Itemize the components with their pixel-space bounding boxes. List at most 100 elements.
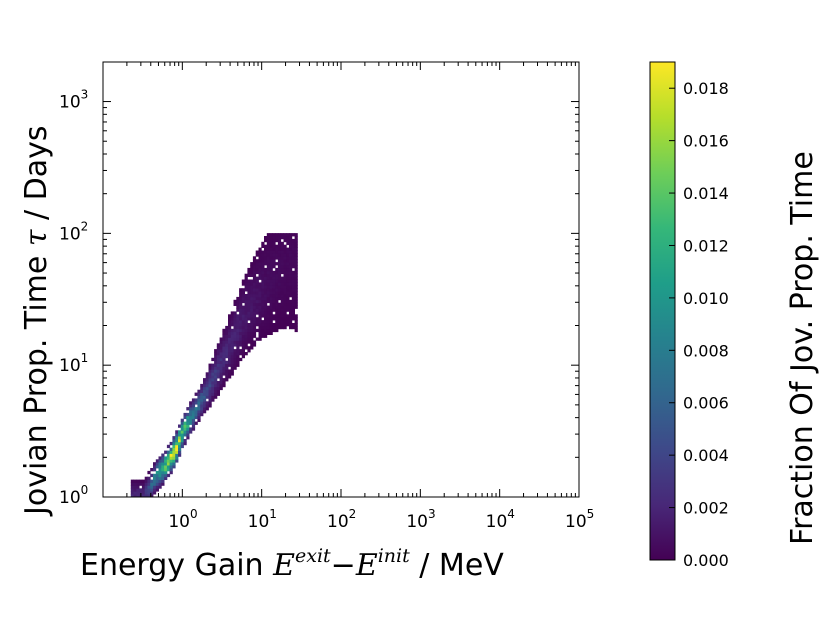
heatmap-cell xyxy=(280,299,284,304)
heatmap-cell xyxy=(264,253,268,257)
heatmap-cell xyxy=(280,265,284,269)
heatmap-cell xyxy=(219,375,223,379)
heatmap-cell xyxy=(241,334,245,338)
heatmap-cell xyxy=(266,238,270,243)
heatmap-cell xyxy=(166,465,171,469)
heatmap-cell xyxy=(280,276,284,280)
heatmap-cell xyxy=(180,444,184,449)
heatmap-cell xyxy=(286,299,290,304)
heatmap-cell xyxy=(214,349,218,353)
heatmap-cell xyxy=(261,250,265,254)
heatmap-cell xyxy=(172,439,176,443)
heatmap-cell xyxy=(158,473,162,478)
heatmap-cell xyxy=(277,270,282,275)
heatmap-cell xyxy=(283,270,287,275)
heatmap-cell xyxy=(261,311,265,315)
heatmap-cell xyxy=(241,343,245,347)
heatmap-cell xyxy=(250,337,254,341)
heatmap-cell xyxy=(266,291,270,295)
heatmap-cell xyxy=(269,305,273,309)
heatmap-cell xyxy=(216,343,220,347)
heatmap-cell xyxy=(180,439,184,443)
heatmap-cell xyxy=(150,488,154,492)
heatmap-cell xyxy=(247,296,251,301)
heatmap-cell xyxy=(241,325,245,330)
heatmap-cell xyxy=(141,491,146,495)
heatmap-cell xyxy=(222,378,226,382)
heatmap-cell xyxy=(216,375,220,379)
heatmap-cell xyxy=(252,340,257,344)
heatmap-cell xyxy=(186,412,190,417)
heatmap-cell xyxy=(169,468,173,472)
heatmap-cell xyxy=(216,389,220,393)
heatmap-cell xyxy=(289,253,293,257)
heatmap-cell xyxy=(214,392,218,396)
heatmap-cell xyxy=(155,479,159,483)
heatmap-cell xyxy=(144,485,148,489)
heatmap-cell xyxy=(233,334,237,338)
heatmap-cell xyxy=(283,291,287,295)
heatmap-cell xyxy=(275,250,279,254)
heatmap-cell xyxy=(252,299,257,304)
heatmap-cell xyxy=(241,311,245,315)
heatmap-cell xyxy=(236,360,240,364)
heatmap-cell xyxy=(269,236,273,240)
heatmap-cell xyxy=(225,331,229,335)
heatmap-cell xyxy=(277,253,282,257)
heatmap-cell xyxy=(203,407,207,411)
heatmap-cell xyxy=(277,282,282,286)
heatmap-cell xyxy=(277,305,282,309)
heatmap-cell xyxy=(286,233,290,237)
heatmap-cell xyxy=(211,383,215,388)
heatmap-cell xyxy=(255,308,259,312)
heatmap-cell xyxy=(261,253,265,257)
heatmap-cell xyxy=(291,247,295,251)
heatmap-cell xyxy=(239,323,243,327)
heatmap-cell xyxy=(283,233,287,237)
heatmap-cell xyxy=(239,288,243,292)
heatmap-cell xyxy=(230,354,234,359)
heatmap-cell xyxy=(153,465,157,469)
heatmap-cell xyxy=(208,369,212,373)
heatmap-cell xyxy=(150,468,154,472)
heatmap-cell xyxy=(269,276,273,280)
heatmap-cell xyxy=(275,238,279,243)
heatmap-cell xyxy=(275,288,279,292)
heatmap-cell xyxy=(291,262,295,266)
heatmap-cell xyxy=(186,430,190,434)
heatmap-cell xyxy=(294,291,298,295)
heatmap-cell xyxy=(255,302,259,306)
heatmap-cell xyxy=(130,479,134,483)
heatmap-cell xyxy=(266,250,270,254)
heatmap-cell xyxy=(225,349,229,353)
heatmap-cell xyxy=(247,302,251,306)
heatmap-cell xyxy=(203,383,207,388)
heatmap-cell xyxy=(219,343,223,347)
heatmap-cell xyxy=(158,456,162,460)
heatmap-cell xyxy=(233,311,237,315)
heatmap-cell xyxy=(216,363,220,367)
heatmap-cells xyxy=(130,233,298,498)
heatmap-cell xyxy=(200,383,204,388)
heatmap-cell xyxy=(264,285,268,289)
heatmap-cell xyxy=(158,470,162,475)
heatmap-cell xyxy=(269,238,273,243)
heatmap-cell xyxy=(264,270,268,275)
heatmap-cell xyxy=(164,468,168,472)
heatmap-cell xyxy=(136,482,140,486)
heatmap-cell xyxy=(291,279,295,283)
heatmap-cell xyxy=(266,244,270,248)
heatmap-cell xyxy=(161,459,165,463)
heatmap-cell xyxy=(214,375,218,379)
heatmap-cell xyxy=(286,265,290,269)
heatmap-cell xyxy=(291,288,295,292)
heatmap-cell xyxy=(272,262,276,266)
heatmap-cell xyxy=(283,311,287,315)
heatmap-cell xyxy=(252,334,257,338)
heatmap-cell xyxy=(178,433,182,437)
heatmap-cell xyxy=(289,314,293,318)
heatmap-cell xyxy=(272,233,276,237)
heatmap-cell xyxy=(289,233,293,237)
heatmap-cell xyxy=(236,334,240,338)
heatmap-cell xyxy=(189,415,193,420)
